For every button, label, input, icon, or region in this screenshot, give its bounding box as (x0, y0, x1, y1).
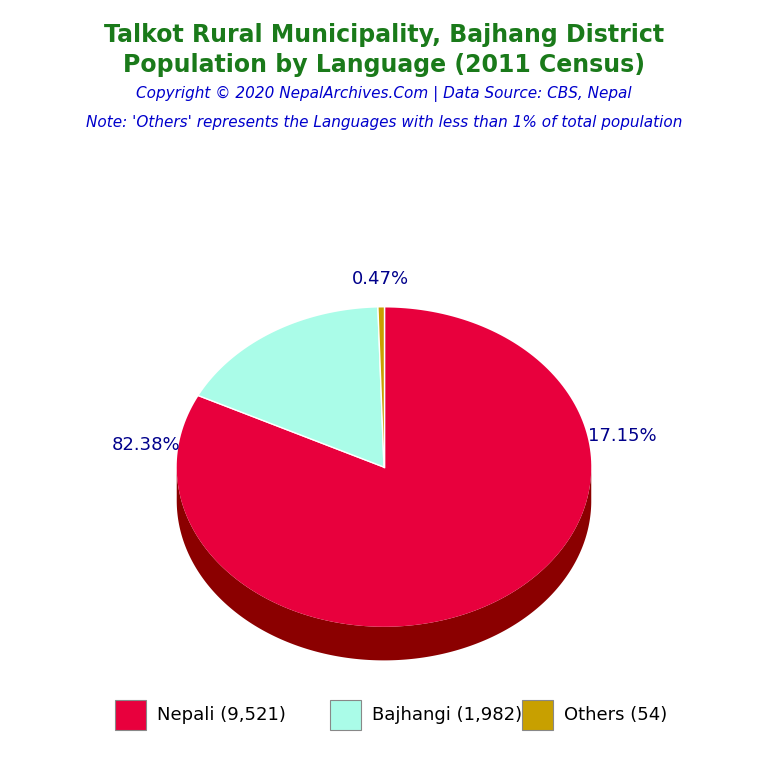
FancyBboxPatch shape (115, 700, 146, 730)
Polygon shape (177, 468, 591, 660)
Polygon shape (199, 307, 384, 467)
Polygon shape (378, 307, 384, 467)
FancyBboxPatch shape (522, 700, 553, 730)
Text: Talkot Rural Municipality, Bajhang District: Talkot Rural Municipality, Bajhang Distr… (104, 22, 664, 47)
FancyBboxPatch shape (330, 700, 361, 730)
Text: Copyright © 2020 NepalArchives.Com | Data Source: CBS, Nepal: Copyright © 2020 NepalArchives.Com | Dat… (136, 86, 632, 101)
Text: Note: 'Others' represents the Languages with less than 1% of total population: Note: 'Others' represents the Languages … (86, 115, 682, 131)
Text: 0.47%: 0.47% (352, 270, 409, 289)
Text: Population by Language (2011 Census): Population by Language (2011 Census) (123, 53, 645, 78)
Text: 17.15%: 17.15% (588, 427, 657, 445)
Text: Bajhangi (1,982): Bajhangi (1,982) (372, 706, 522, 724)
Text: Nepali (9,521): Nepali (9,521) (157, 706, 286, 724)
Polygon shape (177, 307, 591, 627)
Text: Others (54): Others (54) (564, 706, 667, 724)
Text: 82.38%: 82.38% (111, 435, 180, 454)
